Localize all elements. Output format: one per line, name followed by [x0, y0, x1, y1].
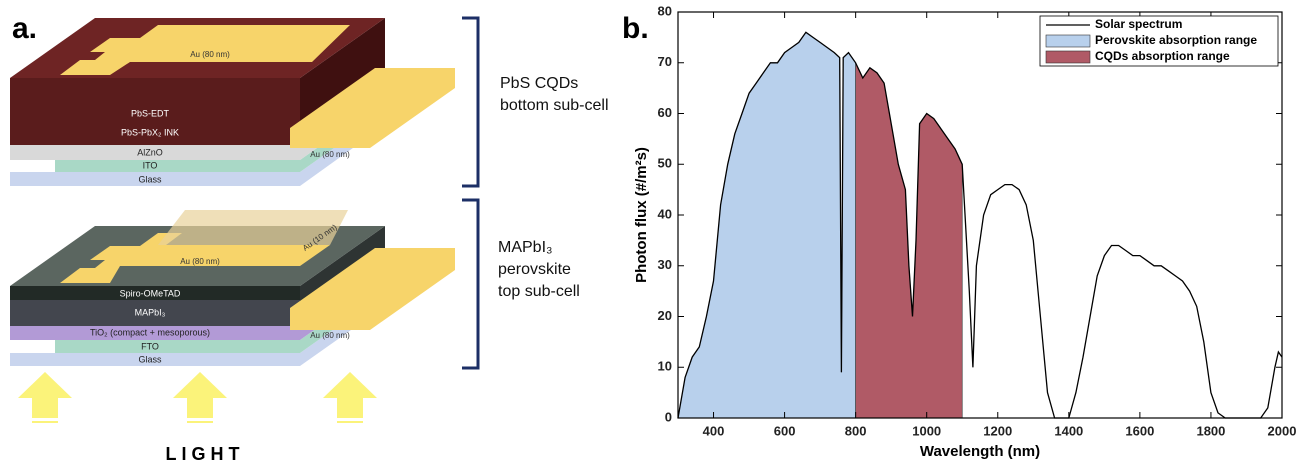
- bracket: [462, 198, 480, 370]
- x-tick-label: 800: [845, 423, 867, 438]
- sub-cell-title: perovskite: [498, 261, 571, 278]
- bracket: [462, 16, 480, 188]
- x-axis-label: Wavelength (nm): [920, 443, 1040, 460]
- y-tick-label: 50: [658, 156, 672, 171]
- glass-layer: [10, 112, 385, 186]
- tio2-layer: [10, 266, 385, 340]
- fto-layer: [55, 280, 385, 353]
- ito-layer: [55, 100, 385, 172]
- absorption-area: [855, 62, 963, 419]
- arrow-line: [337, 421, 363, 423]
- y-tick-label: 60: [658, 105, 672, 120]
- legend-swatch: [1045, 50, 1091, 64]
- glass-layer: [10, 293, 385, 366]
- y-tick-label: 0: [665, 409, 672, 424]
- x-tick-label: 600: [774, 423, 796, 438]
- gold-strip: [290, 68, 455, 148]
- legend-label: Solar spectrum: [1095, 17, 1182, 31]
- arrow-line: [32, 421, 58, 423]
- light-arrows: [18, 372, 377, 423]
- layer-label: MAPbI₃: [135, 307, 166, 317]
- layer-label: PbS-PbX₂ INK: [121, 127, 179, 137]
- arrow-line: [187, 421, 213, 423]
- arrow: [323, 372, 377, 418]
- top-device: Au (10 nm) Au (80 nm) Spiro-OMeTAD MAPbI…: [10, 210, 455, 366]
- x-tick-label: 2000: [1268, 423, 1297, 438]
- absorption-area: [677, 31, 856, 419]
- panel-label: a.: [12, 12, 37, 45]
- y-tick-label: 30: [658, 257, 672, 272]
- layer-label: Au (80 nm): [180, 257, 220, 266]
- x-tick-label: 1400: [1054, 423, 1083, 438]
- light-label: LIGHT: [166, 444, 245, 464]
- layer-label: TiO₂ (compact + mesoporous): [90, 327, 210, 337]
- x-tick-label: 1600: [1125, 423, 1154, 438]
- spiro-layer: [10, 286, 300, 300]
- spectrum-line: [677, 31, 1283, 419]
- y-tick-label: 10: [658, 359, 672, 374]
- legend-label: Perovskite absorption range: [1095, 33, 1257, 47]
- layer-label: Spiro-OMeTAD: [120, 288, 181, 298]
- arrow: [18, 372, 72, 418]
- x-tick-label: 400: [703, 423, 725, 438]
- sub-cell-title: bottom sub-cell: [500, 97, 609, 114]
- y-tick-label: 70: [658, 54, 672, 69]
- x-tick-label: 1200: [983, 423, 1012, 438]
- layer-label: ITO: [143, 160, 158, 170]
- sub-cell-title: MAPbI₃: [498, 239, 553, 256]
- gold-pad: [60, 25, 350, 75]
- y-tick-label: 80: [658, 3, 672, 18]
- gold-thin: [158, 210, 348, 245]
- layer-label: Au (80 nm): [310, 331, 350, 340]
- mapbi-layer: [10, 300, 300, 326]
- y-tick-label: 20: [658, 308, 672, 323]
- chart: 0 10 20 30 40 50 60 70 80 400 600 800 1000 1200 1400 16…: [633, 3, 1296, 460]
- layer-label: AlZnO: [137, 147, 163, 157]
- bottom-device: Au (80 nm) PbS-EDT PbS-PbX₂ INK AlZnO IT…: [10, 18, 455, 186]
- layer-label: PbS-EDT: [131, 108, 170, 118]
- gold-pad: [60, 233, 330, 283]
- y-axis-label: Photon flux (#/m²s): [633, 147, 650, 283]
- layer-label: Glass: [138, 354, 162, 364]
- sub-cell-title: top sub-cell: [498, 283, 580, 300]
- sub-cell-title: PbS CQDs: [500, 75, 578, 92]
- arrow: [173, 372, 227, 418]
- layer-label: Au (80 nm): [310, 150, 350, 159]
- legend-label: CQDs absorption range: [1095, 49, 1230, 63]
- layer-label: Glass: [138, 174, 162, 184]
- panel-label: b.: [622, 12, 649, 45]
- pbs-layer: [10, 78, 300, 145]
- x-tick-label: 1000: [912, 423, 941, 438]
- layer-label: Au (80 nm): [190, 50, 230, 59]
- x-tick-label: 1800: [1196, 423, 1225, 438]
- gold-strip: [290, 248, 455, 330]
- legend-swatch: [1045, 34, 1091, 48]
- layer-label: FTO: [141, 341, 159, 351]
- y-tick-label: 40: [658, 206, 672, 221]
